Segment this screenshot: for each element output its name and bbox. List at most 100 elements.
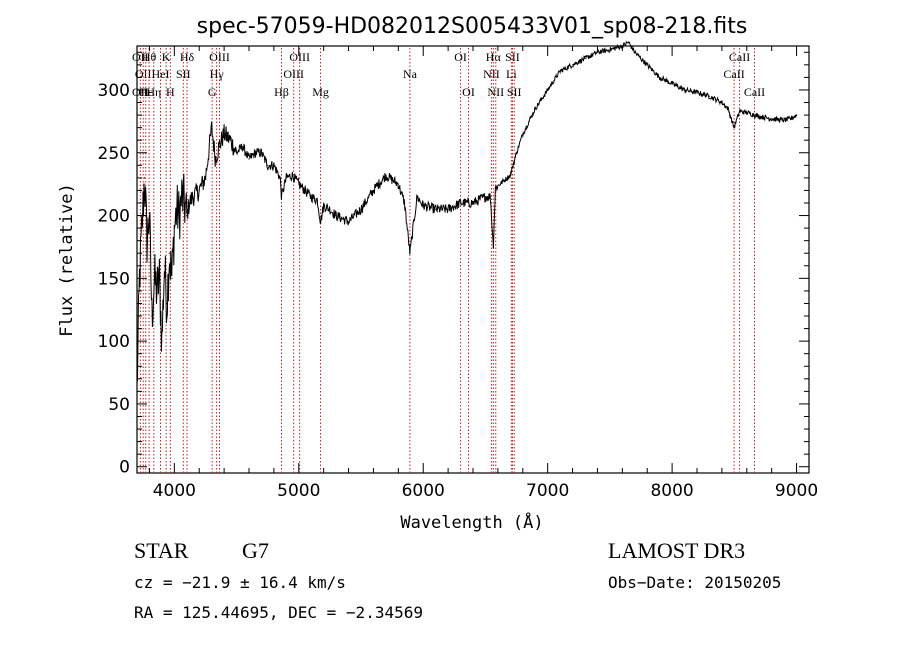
data-point — [492, 246, 494, 248]
data-point — [323, 204, 325, 207]
data-point — [192, 196, 194, 198]
data-point — [758, 115, 760, 117]
data-point — [273, 164, 275, 166]
data-point — [404, 202, 406, 204]
data-point — [559, 70, 561, 72]
data-point — [320, 221, 322, 223]
object-class: STAR — [134, 538, 189, 563]
line-label: Mg — [312, 85, 329, 99]
data-point — [310, 196, 312, 198]
data-point — [218, 145, 220, 148]
line-label: Na — [403, 67, 418, 81]
data-point — [298, 183, 300, 185]
data-point — [753, 114, 756, 116]
data-point — [708, 95, 711, 97]
data-point — [696, 91, 698, 94]
line-label: Hε — [139, 85, 153, 99]
x-tick-label: 5000 — [277, 481, 320, 501]
y-tick-label: 0 — [119, 458, 130, 478]
data-point — [156, 290, 158, 292]
data-point — [628, 41, 630, 43]
data-point — [796, 114, 798, 116]
data-point — [684, 89, 686, 91]
y-tick-label: 50 — [108, 395, 130, 415]
data-point — [171, 277, 173, 279]
data-point — [198, 189, 200, 191]
data-point — [148, 214, 150, 217]
data-point — [503, 179, 505, 181]
data-point — [484, 196, 486, 198]
line-label: HeI — [152, 67, 170, 81]
data-point — [746, 112, 748, 114]
data-point — [138, 277, 141, 279]
plot-frame — [136, 45, 810, 474]
data-point — [621, 45, 623, 47]
data-point — [214, 158, 216, 160]
data-point — [733, 127, 735, 129]
data-point — [158, 277, 160, 279]
data-point — [739, 110, 741, 112]
y-tick-label: 250 — [98, 144, 130, 164]
data-point — [279, 177, 281, 179]
data-point — [178, 214, 180, 217]
line-label: Hγ — [210, 67, 225, 81]
line-label: SII — [176, 67, 191, 81]
series-layer — [136, 40, 798, 392]
data-point — [416, 196, 418, 198]
line-label: Hθ — [142, 50, 157, 64]
data-point — [659, 76, 661, 78]
y-axis-label: Flux (relative) — [57, 183, 77, 337]
data-point — [292, 174, 294, 176]
data-point — [153, 277, 155, 279]
line-label: CaII — [729, 50, 750, 64]
data-point — [136, 390, 138, 392]
chart-title: spec-57059-HD082012S005433V01_sp08-218.f… — [197, 14, 748, 39]
data-point — [173, 227, 175, 229]
data-point — [671, 83, 673, 85]
data-point — [242, 145, 244, 148]
obs-date: Obs−Date: 20150205 — [608, 573, 782, 592]
data-point — [236, 152, 238, 154]
data-point — [188, 202, 190, 204]
data-point — [422, 204, 424, 207]
data-point — [143, 177, 146, 179]
data-point — [316, 199, 318, 202]
data-point — [771, 118, 773, 120]
data-point — [435, 208, 437, 210]
data-point — [783, 119, 785, 121]
data-point — [528, 120, 530, 122]
line-label: OI — [462, 85, 475, 99]
line-label: SII — [507, 85, 522, 99]
data-point — [572, 64, 574, 66]
data-point — [304, 189, 306, 191]
coordinates: RA = 125.44695, DEC = −2.34569 — [134, 603, 423, 622]
x-tick-label: 4000 — [153, 481, 196, 501]
x-tick-label: 8000 — [650, 481, 693, 501]
data-point — [409, 252, 411, 254]
line-label: K — [162, 50, 171, 64]
spectrum-line — [136, 40, 798, 383]
line-label: CaII — [744, 85, 765, 99]
data-point — [254, 152, 256, 154]
data-point — [397, 183, 399, 185]
y-tick-label: 150 — [98, 269, 130, 289]
data-point — [547, 89, 549, 91]
data-point — [285, 177, 287, 179]
line-label: OIII — [289, 50, 310, 64]
data-point — [721, 101, 723, 104]
data-point — [646, 64, 648, 66]
line-label: Li — [506, 67, 517, 81]
data-point — [176, 208, 178, 210]
data-point — [186, 214, 188, 217]
data-point — [223, 133, 225, 135]
data-point — [460, 202, 462, 204]
line-label: Hβ — [274, 85, 289, 99]
data-point — [141, 227, 143, 229]
x-axis-label: Wavelength (Å) — [400, 511, 543, 533]
line-label: Hα — [486, 50, 502, 64]
data-point — [168, 252, 170, 254]
data-point — [372, 189, 374, 191]
axis-ticks: 4000 5000 6000 7000 8000 9000 0 50 100 150 200 250 3… — [98, 46, 818, 501]
data-point — [447, 208, 449, 210]
line-label: OII — [132, 85, 149, 99]
